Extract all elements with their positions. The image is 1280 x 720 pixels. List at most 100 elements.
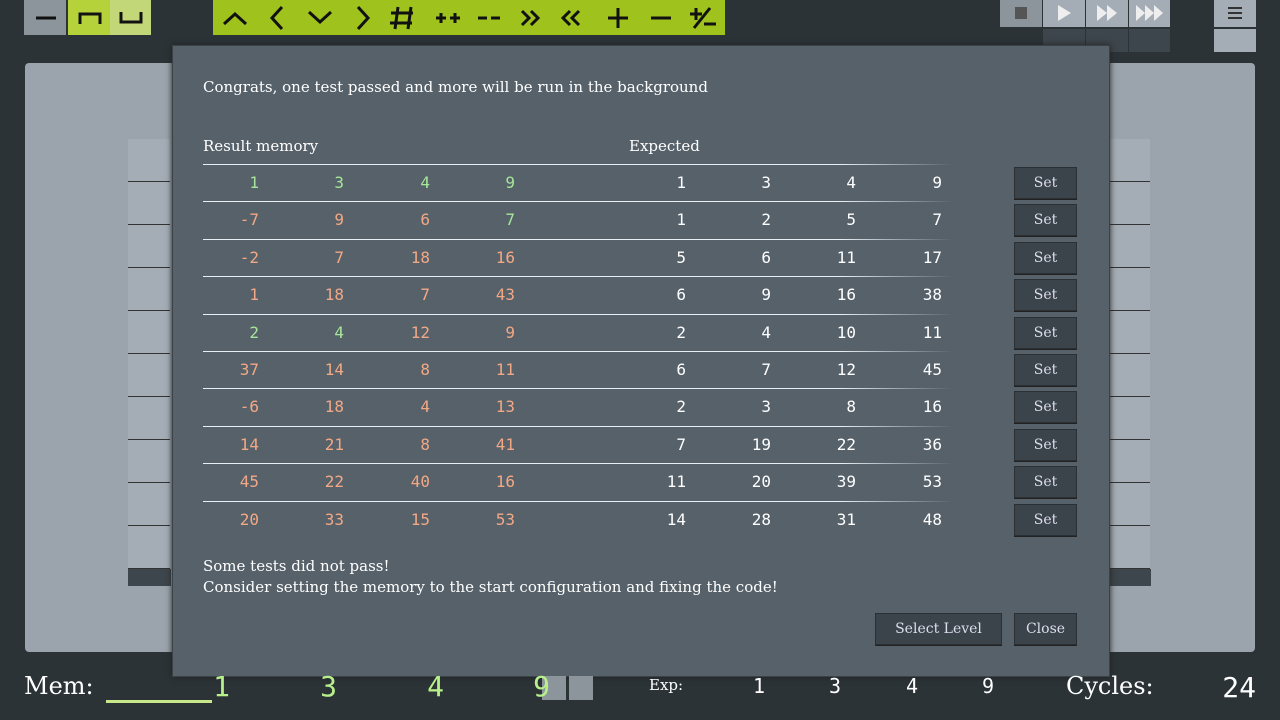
result-header: Result memory <box>203 137 319 155</box>
expected-value: 7 <box>761 360 771 379</box>
icon <box>1228 7 1242 19</box>
set-button[interactable]: Set <box>1014 503 1077 536</box>
swap-button[interactable] <box>542 676 566 700</box>
row-divider <box>203 425 953 427</box>
icon <box>1015 7 1027 19</box>
row-divider <box>203 313 953 315</box>
exp-value: 9 <box>981 674 994 698</box>
dialog: Congrats, one test passed and more will … <box>172 45 1110 677</box>
exp-label: Exp: <box>649 676 684 694</box>
expected-value: 36 <box>922 434 942 454</box>
expected-value: 6 <box>761 247 771 267</box>
result-value: 18 <box>410 247 430 267</box>
expected-value: 2 <box>761 210 771 230</box>
select-level-button[interactable]: Select Level <box>875 613 1002 645</box>
result-value: 16 <box>495 247 515 267</box>
expected-value: 7 <box>932 210 942 230</box>
result-value: -7 <box>239 210 259 230</box>
expected-value: 6 <box>676 360 686 379</box>
mem-value: 3 <box>320 670 337 703</box>
message: Congrats, one test passed and more will … <box>203 78 708 96</box>
result-value: 18 <box>324 285 344 305</box>
memory-cell <box>128 139 170 182</box>
expected-header: Expected <box>629 137 700 155</box>
robot-button[interactable] <box>1214 29 1256 52</box>
expected-value: 7 <box>676 434 686 454</box>
memory-cell <box>1108 311 1150 354</box>
redo-button[interactable] <box>1129 29 1170 52</box>
close-button[interactable]: Close <box>1014 613 1077 645</box>
memory-cell <box>128 354 170 397</box>
icon <box>1097 5 1117 21</box>
tool-group[interactable] <box>213 0 725 35</box>
result-value: 6 <box>420 210 430 230</box>
tool-button[interactable] <box>110 0 151 35</box>
tool-button[interactable] <box>68 0 110 35</box>
result-value: 11 <box>495 360 515 379</box>
expected-value: 2 <box>676 322 686 342</box>
expected-value: 16 <box>836 285 856 305</box>
expected-value: 2 <box>676 397 686 417</box>
result-value: 7 <box>505 210 515 230</box>
expected-value: 4 <box>761 322 771 342</box>
expected-value: 20 <box>751 472 771 492</box>
set-button[interactable]: Set <box>1014 354 1077 386</box>
set-button[interactable]: Set <box>1014 391 1077 424</box>
memory-cell-end <box>128 569 171 586</box>
exp-value: 4 <box>905 674 918 698</box>
row-divider <box>203 500 953 502</box>
result-value: 7 <box>420 285 430 305</box>
set-button[interactable]: Set <box>1014 316 1077 349</box>
row-divider <box>203 463 953 465</box>
expected-value: 9 <box>932 173 942 192</box>
row-divider <box>203 164 953 165</box>
expected-value: 31 <box>836 509 856 529</box>
expected-value: 17 <box>922 247 942 267</box>
result-value: 4 <box>420 397 430 417</box>
set-button[interactable]: Set <box>1014 204 1077 237</box>
set-button[interactable]: Set <box>1014 241 1077 274</box>
memory-cell <box>1108 483 1150 526</box>
result-value: 21 <box>324 434 344 454</box>
result-value: 16 <box>495 472 515 492</box>
list-button[interactable] <box>569 676 593 700</box>
mem-value: 1 <box>213 670 230 703</box>
memory-cell <box>128 483 170 526</box>
footer-line: Consider setting the memory to the start… <box>203 578 778 596</box>
row-divider <box>203 388 953 390</box>
memory-cell <box>128 225 170 268</box>
set-button[interactable]: Set <box>1014 167 1077 199</box>
row-divider <box>203 238 953 240</box>
memory-cell <box>128 268 170 311</box>
memory-cell <box>128 440 170 483</box>
expected-value: 3 <box>761 397 771 417</box>
result-value: 40 <box>410 472 430 492</box>
expected-value: 10 <box>836 322 856 342</box>
set-button[interactable]: Set <box>1014 279 1077 312</box>
memory-cell <box>1108 354 1150 397</box>
result-value: 4 <box>420 173 430 192</box>
result-value: 45 <box>239 472 259 492</box>
icon <box>119 12 143 24</box>
set-button[interactable]: Set <box>1014 428 1077 461</box>
result-value: 9 <box>334 210 344 230</box>
expected-value: 11 <box>836 247 856 267</box>
expected-value: 4 <box>846 173 856 192</box>
expected-value: 14 <box>666 509 686 529</box>
result-value: 15 <box>410 509 430 529</box>
result-value: 2 <box>249 322 259 342</box>
result-value: 8 <box>420 360 430 379</box>
expected-value: 9 <box>761 285 771 305</box>
result-value: 13 <box>495 397 515 417</box>
memory-cell-end <box>1108 569 1151 586</box>
cursor <box>106 700 212 703</box>
set-button[interactable]: Set <box>1014 466 1077 499</box>
mem-value: 9 <box>533 670 550 703</box>
expected-value: 48 <box>922 509 942 529</box>
result-value: 4 <box>334 322 344 342</box>
expected-value: 5 <box>846 210 856 230</box>
result-value: -6 <box>239 397 259 417</box>
icon <box>78 12 102 24</box>
result-value: 14 <box>239 434 259 454</box>
